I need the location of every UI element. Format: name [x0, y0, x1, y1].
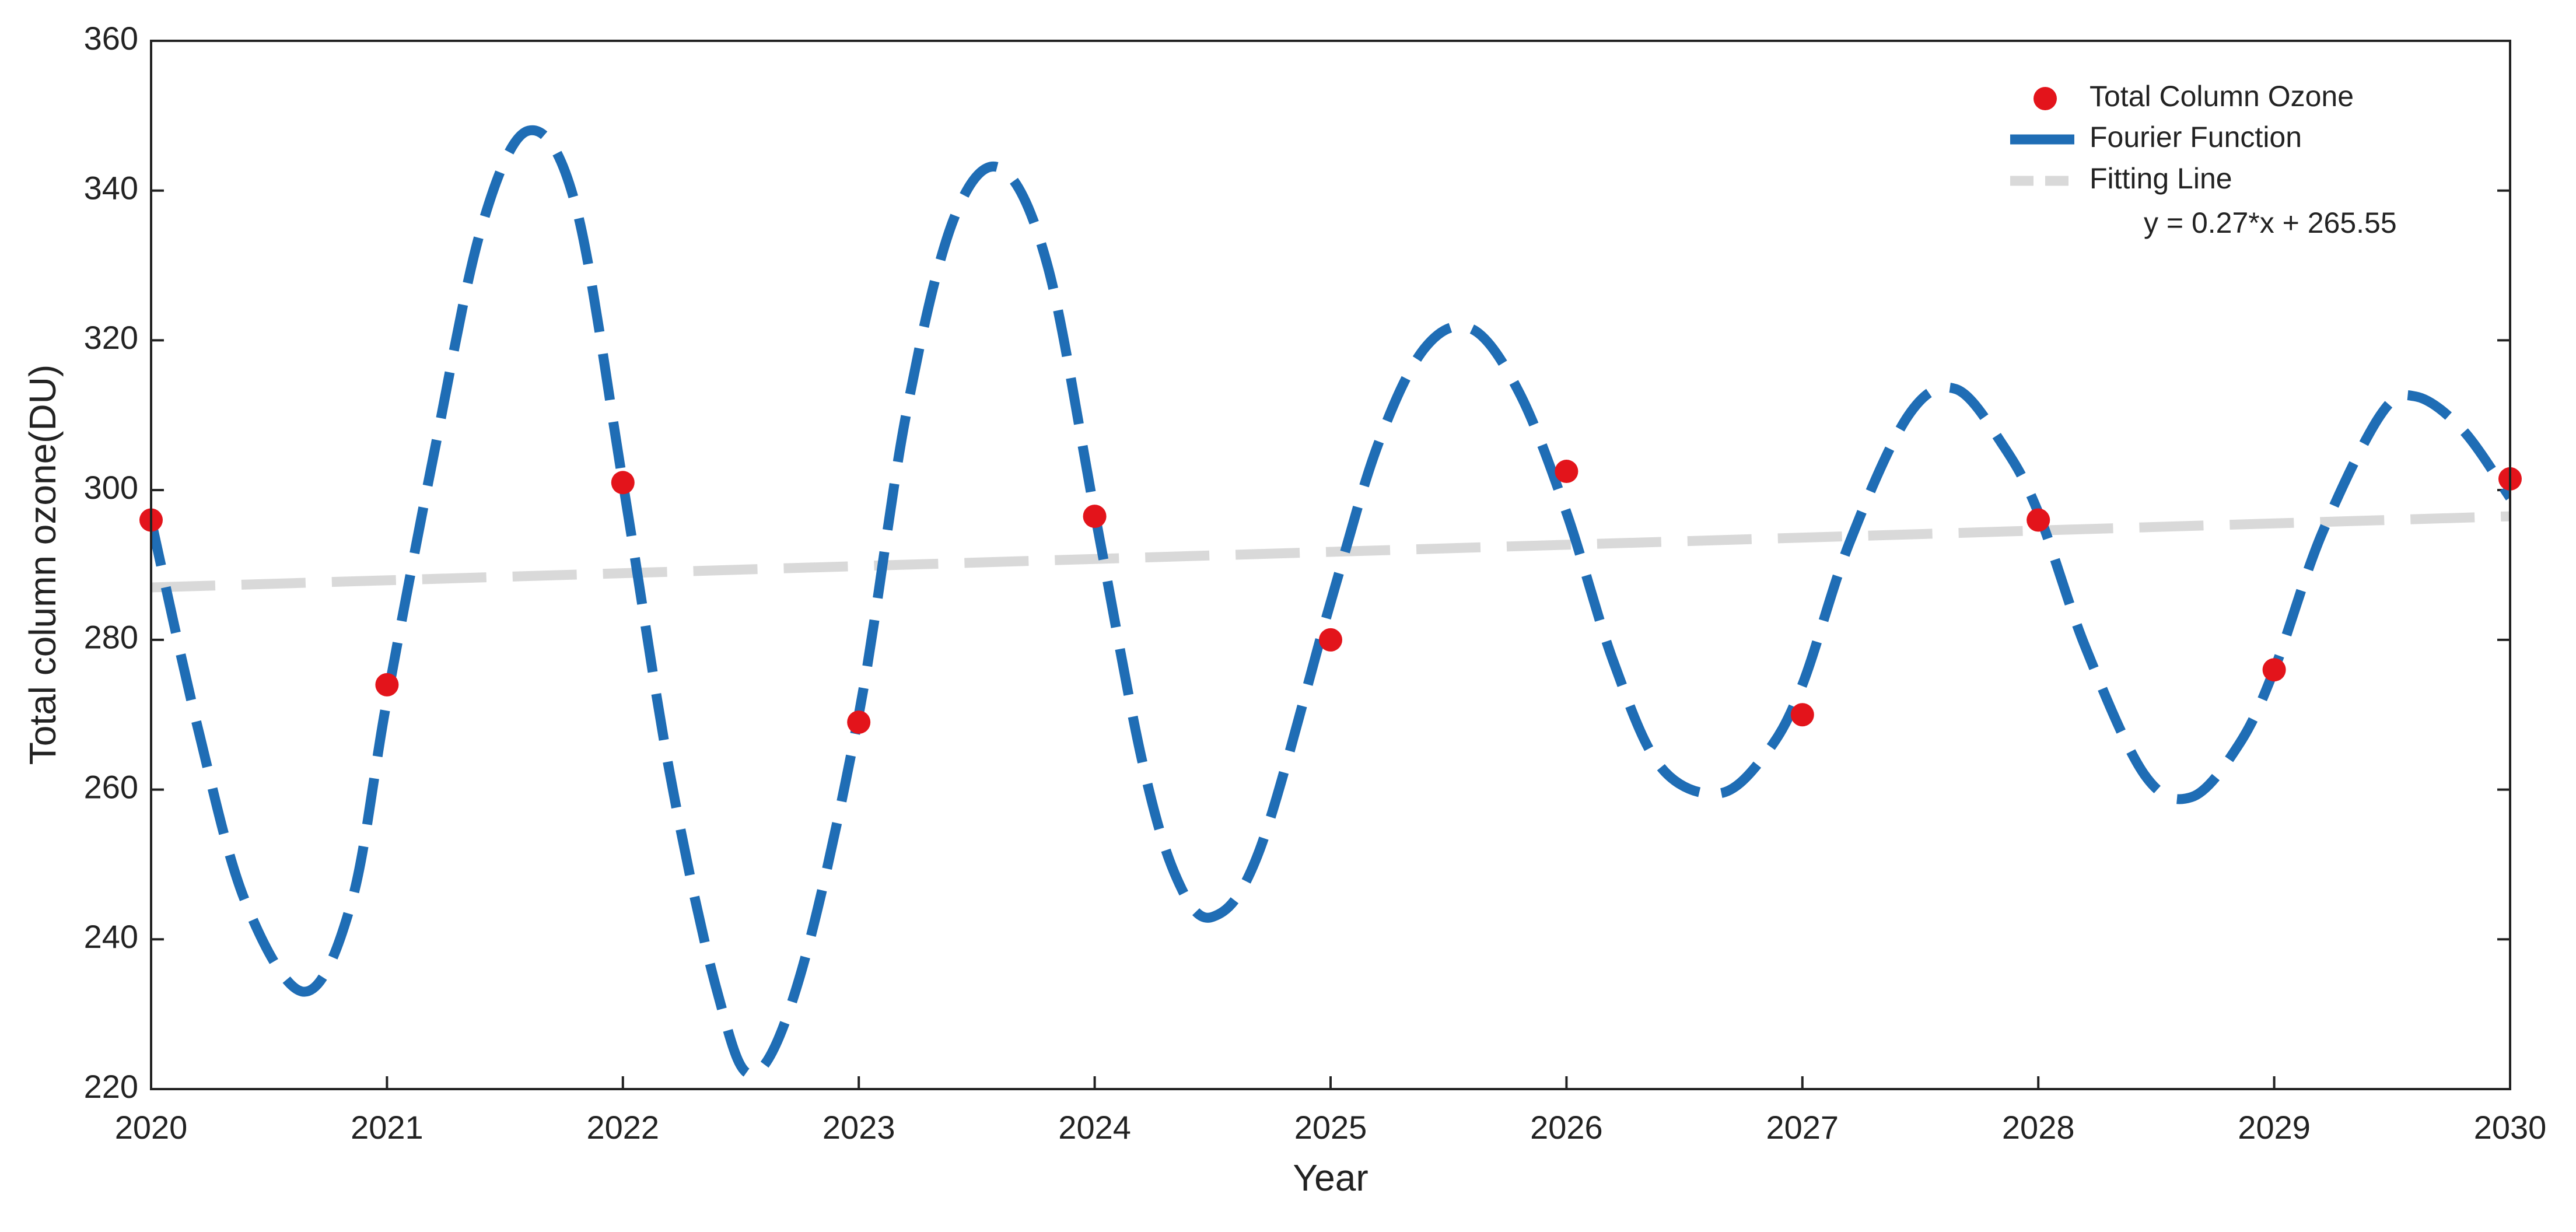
annotation: y = 0.27*x + 265.55	[2144, 206, 2397, 239]
x-tick-label: 2028	[2002, 1109, 2075, 1146]
x-tick-label: 2024	[1058, 1109, 1131, 1146]
legend-label: Total Column Ozone	[2090, 80, 2354, 113]
y-tick-label: 240	[84, 918, 138, 955]
data-line	[151, 511, 2510, 593]
x-tick-label: 2025	[1294, 1109, 1367, 1146]
data-point	[1555, 460, 1578, 484]
x-tick-label: 2026	[1530, 1109, 1603, 1146]
data-point	[611, 471, 635, 495]
y-tick-label: 300	[84, 469, 138, 506]
x-tick-label: 2027	[1766, 1109, 1839, 1146]
legend-marker	[2034, 87, 2057, 110]
x-tick-label: 2021	[351, 1109, 424, 1146]
x-tick-label: 2029	[2238, 1109, 2311, 1146]
data-point	[375, 673, 399, 696]
data-line	[151, 125, 2510, 1079]
y-tick-label: 360	[84, 20, 138, 57]
x-tick-label: 2030	[2474, 1109, 2547, 1146]
data-point	[2262, 658, 2286, 682]
plot-frame	[150, 40, 2511, 1090]
data-point	[1319, 628, 1342, 652]
y-tick-label: 320	[84, 319, 138, 356]
data-point	[1083, 505, 1107, 528]
legend-label: Fourier Function	[2090, 121, 2302, 153]
plot-area	[151, 125, 2510, 1079]
x-tick-label: 2022	[587, 1109, 660, 1146]
x-tick-label: 2020	[115, 1109, 188, 1146]
data-point	[1790, 703, 1814, 727]
y-tick-label: 220	[84, 1068, 138, 1105]
x-axis-label: Year	[1293, 1157, 1368, 1199]
data-point	[847, 710, 871, 734]
y-tick-label: 260	[84, 768, 138, 805]
y-tick-label: 280	[84, 619, 138, 656]
data-point	[2027, 508, 2050, 532]
x-tick-label: 2023	[822, 1109, 895, 1146]
y-axis-label: Total column ozone(DU)	[22, 365, 64, 765]
y-tick-label: 340	[84, 170, 138, 206]
legend-label: Fitting Line	[2090, 162, 2232, 195]
